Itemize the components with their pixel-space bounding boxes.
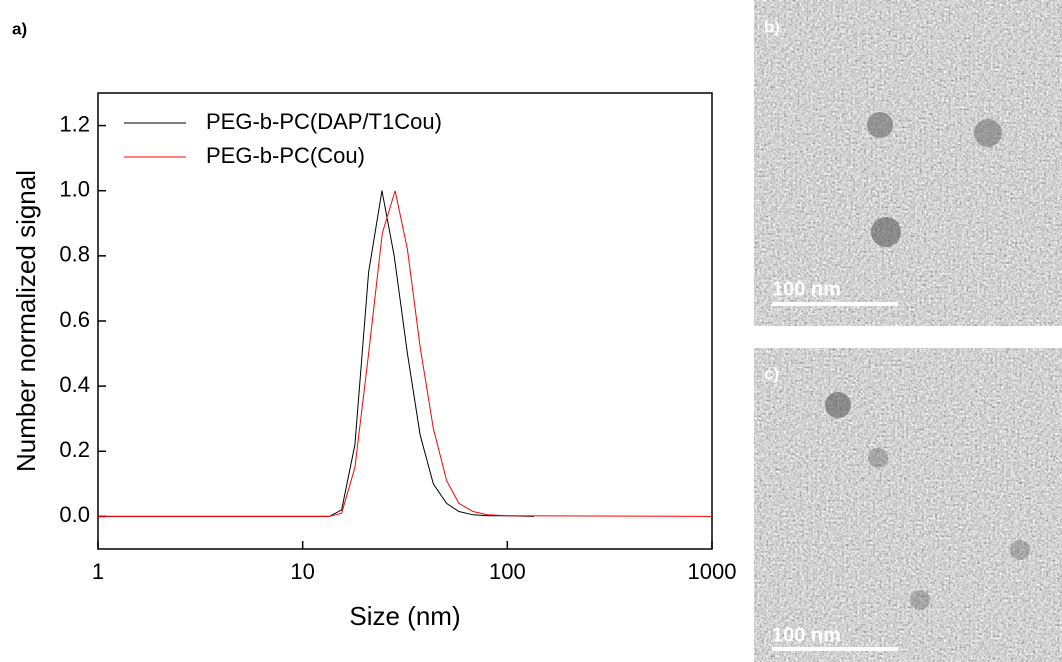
chart: 0.0 0.2 0.4 0.6 0.8 1.0 1.2 1 10 100 1000 Size (nm)… (11, 92, 737, 631)
x-tick-label: 10 (290, 559, 314, 584)
tem-image-c: c) 100 nm (754, 348, 1062, 662)
tem-image-b: b) 100 nm (754, 0, 1062, 326)
x-tick-label: 100 (489, 559, 526, 584)
y-axis-label: Number normalized signal (11, 170, 41, 472)
panel-label: a) (12, 19, 27, 38)
x-tick-label: 1000 (688, 559, 737, 584)
x-axis-label: Size (nm) (349, 601, 460, 631)
series-line (98, 190, 713, 517)
y-tick-label: 1.0 (59, 177, 90, 202)
series-line (98, 190, 535, 517)
y-tick-label: 1.2 (59, 111, 90, 136)
legend-label: PEG-b-PC(DAP/T1Cou) (206, 109, 442, 134)
plot-frame (97, 92, 713, 550)
y-tick-label: 0.0 (59, 502, 90, 527)
y-tick-label: 0.2 (59, 437, 90, 462)
scale-label: 100 nm (772, 278, 841, 300)
y-tick-label: 0.6 (59, 307, 90, 332)
legend-label: PEG-b-PC(Cou) (206, 143, 365, 168)
panel-label: c) (764, 364, 779, 383)
panel-label: b) (764, 17, 780, 36)
y-tick-label: 0.8 (59, 242, 90, 267)
x-tick-label: 1 (92, 559, 104, 584)
y-tick-label: 0.4 (59, 372, 90, 397)
scale-label: 100 nm (772, 624, 841, 646)
